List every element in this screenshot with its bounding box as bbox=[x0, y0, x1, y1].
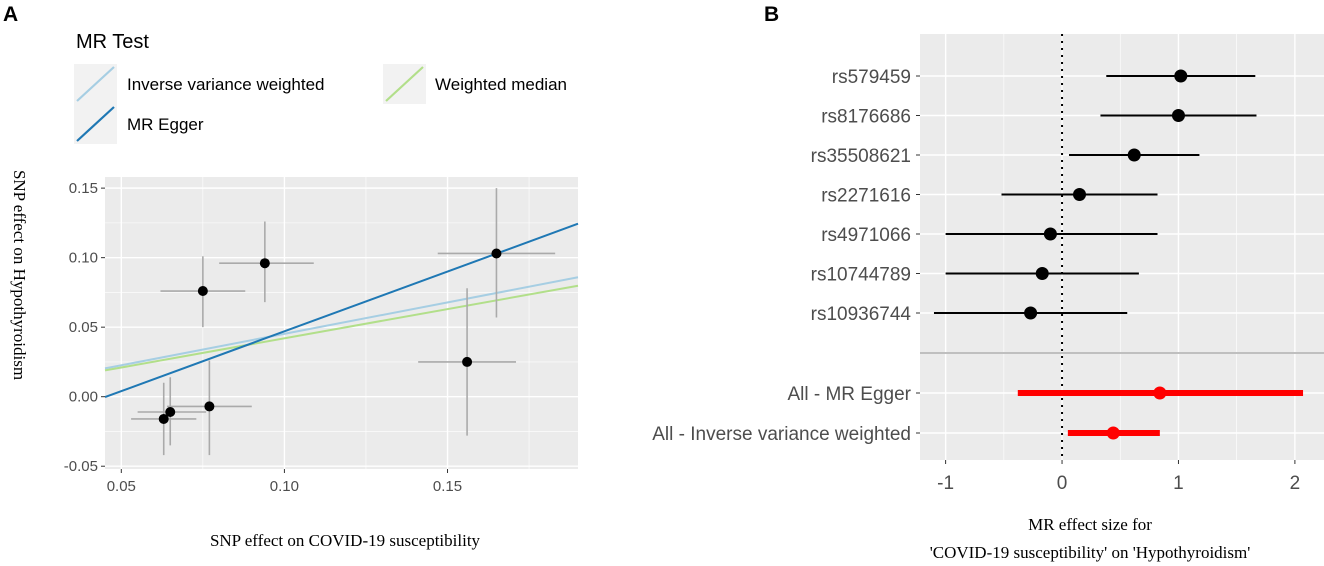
legend-title: MR Test bbox=[76, 31, 149, 53]
plot-b-xlabel-line1: MR effect size for bbox=[1028, 515, 1152, 534]
snp-point bbox=[204, 401, 215, 412]
panel-b-label: B bbox=[764, 3, 779, 26]
snp-label: rs4971066 bbox=[821, 225, 911, 246]
snp-estimate-point bbox=[1024, 306, 1038, 320]
snp-label: rs2271616 bbox=[821, 186, 911, 207]
legend-key-egger-line bbox=[76, 106, 115, 142]
snp-point bbox=[165, 406, 176, 417]
snp-estimate-point bbox=[1174, 69, 1188, 83]
plot-b-panel bbox=[920, 34, 1324, 460]
legend-item-egger: MR Egger bbox=[74, 104, 204, 144]
x-tick-label: 1 bbox=[1173, 473, 1184, 494]
snp-point bbox=[491, 248, 502, 259]
snp-estimate-point bbox=[1073, 188, 1087, 201]
snp-estimate-point bbox=[1171, 109, 1185, 122]
plot-a-points bbox=[158, 248, 502, 424]
snp-point bbox=[259, 258, 270, 269]
legend-item-median: Weighted median bbox=[383, 64, 567, 104]
y-tick-label: 0.15 bbox=[69, 180, 98, 197]
plot-b-x-ticks: -1 0 1 2 bbox=[937, 460, 1300, 494]
snp-estimate-point bbox=[1127, 148, 1141, 162]
snp-label: rs8176686 bbox=[821, 107, 911, 128]
plot-a-ylabel: SNP effect on Hypothyroidism bbox=[10, 170, 29, 380]
regression-line-inverse-variance-weighted bbox=[104, 276, 579, 370]
legend-label-ivw: Inverse variance weighted bbox=[127, 75, 325, 94]
plot-a-y-ticks: -0.05 0.00 0.05 0.10 0.15 bbox=[64, 180, 105, 475]
summary-estimate-point bbox=[1106, 426, 1120, 440]
snp-label: rs10936744 bbox=[811, 304, 912, 325]
x-tick-label: 0.15 bbox=[433, 478, 462, 495]
snp-label: rs35508621 bbox=[811, 146, 911, 167]
summary-label: All - Inverse variance weighted bbox=[652, 424, 911, 445]
legend-key-median-line bbox=[385, 66, 424, 102]
x-tick-label: 0 bbox=[1057, 473, 1068, 494]
panel-a-label: A bbox=[3, 3, 18, 26]
regression-line-weighted-median bbox=[104, 284, 579, 372]
legend-key-ivw-line bbox=[76, 66, 115, 102]
plot-a-xlabel: SNP effect on COVID-19 susceptibility bbox=[210, 531, 481, 550]
x-tick-label: 0.10 bbox=[270, 478, 299, 495]
plot-b: rs579459 rs8176686 rs35508621 rs2271616 rs49… bbox=[652, 34, 1324, 494]
snp-label: rs10744789 bbox=[811, 265, 911, 286]
snp-point bbox=[462, 356, 473, 367]
x-tick-label: 2 bbox=[1290, 473, 1301, 494]
snp-label: rs579459 bbox=[832, 67, 911, 88]
y-tick-label: 0.05 bbox=[69, 319, 98, 336]
legend-item-ivw: Inverse variance weighted bbox=[74, 64, 325, 104]
plot-a-x-ticks: 0.05 0.10 0.15 bbox=[107, 469, 462, 495]
x-tick-label: 0.05 bbox=[107, 478, 136, 495]
x-tick-label: -1 bbox=[937, 473, 954, 494]
snp-estimate-point bbox=[1043, 227, 1057, 241]
panel-a-legend: MR Test Inverse variance weighted Weight… bbox=[74, 31, 567, 144]
plot-a: -0.05 0.00 0.05 0.10 0.15 0.05 0.10 0.15 bbox=[64, 177, 579, 495]
y-tick-label: 0.10 bbox=[69, 250, 98, 267]
snp-point bbox=[197, 286, 208, 297]
plot-b-xlabel-line2: 'COVID-19 susceptibility' on 'Hypothyroi… bbox=[930, 543, 1251, 562]
summary-label: All - MR Egger bbox=[787, 384, 911, 405]
snp-point bbox=[158, 413, 169, 424]
plot-b-snp-estimates: rs579459 rs8176686 rs35508621 rs2271616 rs49… bbox=[811, 67, 1257, 325]
y-tick-label: 0.00 bbox=[69, 389, 98, 406]
legend-label-egger: MR Egger bbox=[127, 115, 204, 134]
summary-estimate-point bbox=[1153, 386, 1167, 400]
y-tick-label: -0.05 bbox=[64, 458, 98, 475]
snp-estimate-point bbox=[1035, 267, 1049, 280]
plot-b-summary-estimates: All - MR Egger All - Inverse variance wei… bbox=[652, 384, 1304, 445]
legend-label-median: Weighted median bbox=[435, 75, 567, 94]
